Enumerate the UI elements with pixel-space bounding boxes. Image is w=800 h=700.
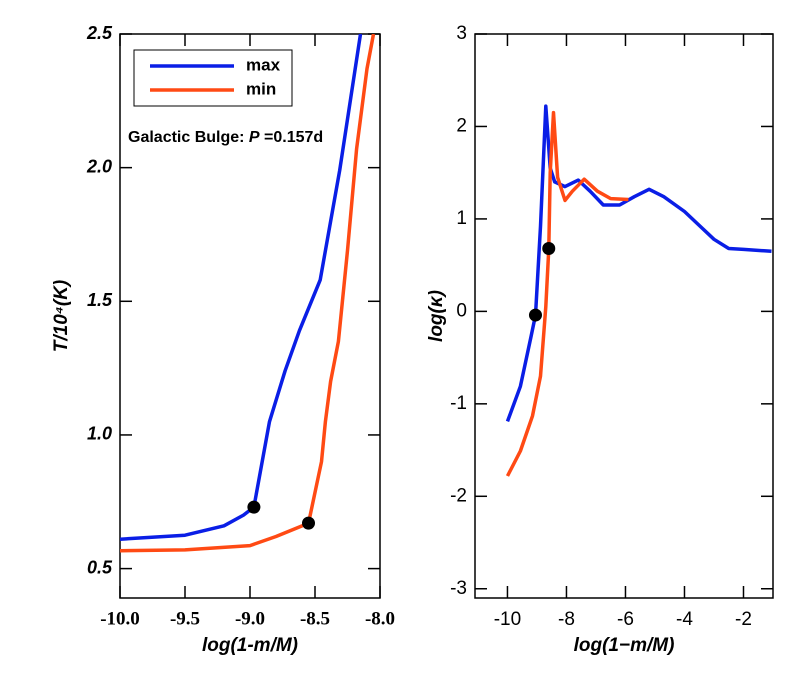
x-tick-label: -8.0 xyxy=(365,608,395,629)
annotation: Galactic Bulge: P =0.157d xyxy=(128,129,323,146)
y-tick-label: 2 xyxy=(456,115,467,136)
data-line xyxy=(120,34,376,553)
data-point xyxy=(302,516,315,530)
legend-label: min xyxy=(246,79,276,98)
y-axis-label: log(κ) xyxy=(426,290,447,342)
data-point xyxy=(247,500,261,514)
x-tick-label: -8.5 xyxy=(300,608,330,629)
x-tick-label: -8 xyxy=(558,609,575,630)
y-tick-label: -3 xyxy=(450,578,467,599)
y-tick-label: 0 xyxy=(456,300,467,321)
y-tick-label: -1 xyxy=(450,393,467,414)
x-tick-label: -4 xyxy=(676,609,693,630)
y-tick-label: 1.5 xyxy=(87,290,113,310)
data-line xyxy=(505,104,772,423)
annotation-part: =0.157d xyxy=(260,129,324,146)
annotation-part: P xyxy=(249,129,260,146)
x-tick-label: -9.5 xyxy=(170,608,200,629)
y-tick-label: 2.0 xyxy=(86,156,112,176)
plot-frame xyxy=(474,33,774,599)
y-tick-label: 3 xyxy=(456,23,467,44)
x-tick-label: -9.0 xyxy=(235,608,265,629)
y-tick-label: 2.5 xyxy=(86,23,113,43)
x-tick-label: -10 xyxy=(494,609,521,630)
annotation-part: Galactic Bulge: xyxy=(128,129,249,146)
data-point xyxy=(542,242,556,256)
legend-label: max xyxy=(246,55,281,74)
x-axis-label: log(1-m/M) xyxy=(202,635,298,656)
x-axis-label: log(1−m/M) xyxy=(574,635,675,656)
legend-box xyxy=(133,49,293,107)
y-tick-label: 1.0 xyxy=(87,424,112,444)
data-line xyxy=(120,34,363,541)
y-tick-label: 1 xyxy=(456,208,467,229)
data-point xyxy=(528,308,542,322)
y-axis-label: T/10⁴(K) xyxy=(51,280,72,353)
x-tick-label: -6 xyxy=(617,609,634,630)
y-tick-label: 0.5 xyxy=(87,557,113,577)
data-line xyxy=(505,110,629,477)
x-tick-label: -10.0 xyxy=(100,608,140,629)
y-tick-label: -2 xyxy=(450,485,467,506)
x-tick-label: -2 xyxy=(735,609,752,630)
